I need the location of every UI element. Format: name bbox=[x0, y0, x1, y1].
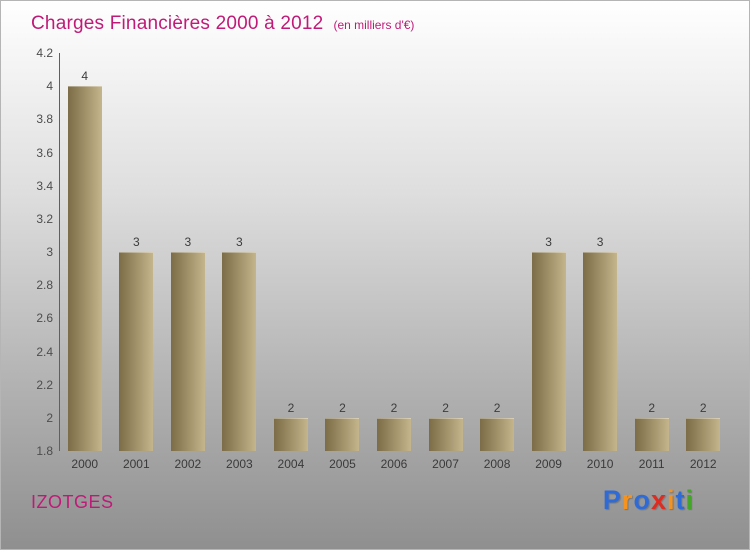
x-tick-label: 2006 bbox=[380, 457, 408, 471]
chart-header: Charges Financières 2000 à 2012 (en milli… bbox=[31, 13, 414, 35]
bar-value-label: 2 bbox=[287, 400, 295, 415]
bar-value-label: 2 bbox=[493, 400, 501, 415]
bar-2006 bbox=[377, 417, 411, 451]
x-tick-label: 2007 bbox=[432, 457, 459, 471]
bar-2002 bbox=[170, 252, 205, 451]
logo-letter: i bbox=[685, 485, 694, 515]
y-tick-label: 4.2 bbox=[36, 46, 53, 60]
y-tick-label: 3.2 bbox=[36, 211, 53, 226]
bar-2011 bbox=[634, 417, 669, 451]
bar-value-label: 3 bbox=[184, 235, 192, 249]
bar-value-label: 4 bbox=[81, 69, 89, 84]
chart-title: Charges Financières 2000 à 2012 bbox=[31, 13, 324, 34]
x-tick-label: 2009 bbox=[535, 457, 562, 471]
logo-letter: o bbox=[633, 485, 651, 515]
bar-2001 bbox=[119, 252, 154, 451]
bar-value-label: 3 bbox=[596, 235, 604, 249]
y-tick-label: 1.8 bbox=[36, 444, 53, 458]
bar-value-label: 3 bbox=[545, 235, 552, 249]
x-tick-label: 2003 bbox=[226, 457, 253, 471]
x-tick-label: 2002 bbox=[174, 457, 202, 471]
y-tick-label: 2.2 bbox=[36, 377, 53, 392]
y-tick-label: 2.6 bbox=[36, 311, 53, 326]
bar-2003 bbox=[222, 252, 257, 451]
x-tick-label: 2005 bbox=[329, 457, 356, 471]
y-tick-label: 3 bbox=[46, 245, 53, 259]
x-tick-label: 2008 bbox=[483, 457, 511, 471]
bar-2010 bbox=[583, 252, 618, 451]
plot-area: 1.8 2 2.2 2.4 2.6 2.8 3 3.2 3.4 3.6 3.8 4 4.2 4 3 3 3 2 2… bbox=[36, 46, 729, 471]
logo-letter: i bbox=[666, 485, 676, 515]
bar-value-label: 3 bbox=[236, 235, 243, 249]
bar-2007 bbox=[428, 417, 463, 451]
bar-value-label: 2 bbox=[699, 400, 707, 415]
logo-letter: P bbox=[602, 485, 622, 515]
bar-value-label: 2 bbox=[442, 400, 449, 415]
logo-letter: x bbox=[650, 485, 667, 515]
bar-2000 bbox=[67, 86, 102, 451]
y-tick-label: 3.6 bbox=[36, 145, 53, 160]
bar-value-label: 3 bbox=[132, 235, 140, 249]
bar-2012 bbox=[686, 417, 721, 451]
bar-2008 bbox=[480, 417, 515, 451]
y-tick-label: 3.8 bbox=[36, 112, 53, 127]
x-tick-label: 2011 bbox=[638, 457, 665, 471]
bar-2009 bbox=[531, 252, 566, 451]
bar-value-label: 2 bbox=[339, 400, 346, 415]
x-tick-label: 2001 bbox=[122, 457, 150, 471]
company-name: IZOTGES bbox=[31, 492, 114, 512]
y-tick-label: 3.4 bbox=[36, 178, 53, 193]
logo-letter: t bbox=[675, 485, 686, 515]
bar-2005 bbox=[325, 417, 360, 451]
chart-subtitle: (en milliers d'€) bbox=[333, 18, 415, 32]
bar-2004 bbox=[273, 417, 308, 451]
x-tick-label: 2010 bbox=[586, 457, 614, 471]
x-tick-label: 2000 bbox=[71, 457, 99, 471]
proxiti-logo: Proxiti bbox=[603, 485, 694, 516]
y-tick-label: 2.8 bbox=[36, 278, 53, 293]
y-tick-label: 2 bbox=[46, 410, 53, 425]
y-tick-label: 2.4 bbox=[36, 344, 53, 359]
x-tick-label: 2004 bbox=[277, 457, 305, 471]
y-axis-line bbox=[59, 53, 60, 451]
logo-letter: r bbox=[621, 485, 634, 515]
bar-value-label: 2 bbox=[648, 400, 656, 415]
x-tick-label: 2012 bbox=[689, 457, 717, 471]
bar-value-label: 2 bbox=[390, 400, 398, 415]
y-tick-label: 4 bbox=[46, 79, 53, 94]
